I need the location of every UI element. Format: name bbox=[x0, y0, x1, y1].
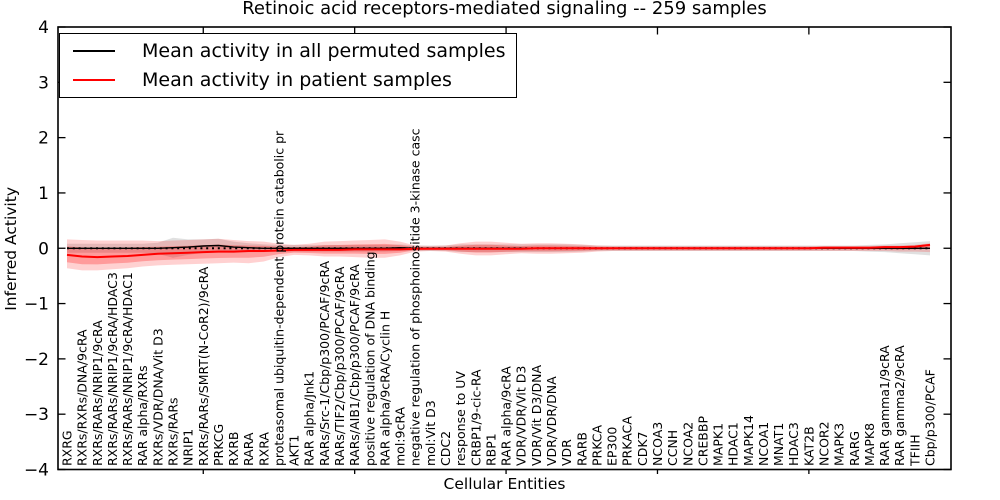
x-tick-label: PRKCG bbox=[211, 424, 226, 466]
x-tick-label: RAR alpha/Jnk1 bbox=[302, 371, 317, 466]
x-tick-label: RXRs/RARs/SMRT(N-CoR2)/9cRA bbox=[196, 266, 211, 466]
x-tick-label: CRBP1/9-cic-RA bbox=[468, 369, 483, 466]
patient-confidence-band-outer bbox=[67, 238, 930, 271]
y-tick-label: −1 bbox=[24, 295, 49, 315]
x-tick-label: HDAC1 bbox=[726, 422, 741, 466]
x-tick-label: RARs/AIB1/Cbp/p300/PCAF/9cRA bbox=[347, 264, 362, 466]
y-tick-label: −3 bbox=[24, 405, 49, 425]
x-tick-label: RXRs/RARs/NRIP1/9cRA/HDAC3 bbox=[105, 272, 120, 466]
y-tick-label: 4 bbox=[38, 18, 49, 38]
x-tick-label: AKT1 bbox=[287, 435, 302, 466]
y-axis-label-wrap: Inferred Activity bbox=[0, 27, 28, 470]
legend-line-sample-red bbox=[73, 78, 115, 81]
x-tick-label: mol:Vit D3 bbox=[423, 400, 438, 466]
x-tick-label: response to UV bbox=[453, 371, 468, 466]
x-tick-label: RXRG bbox=[60, 430, 75, 466]
x-axis-label: Cellular Entities bbox=[443, 475, 566, 493]
x-tick-label: HDAC3 bbox=[786, 422, 801, 466]
x-tick-label: KAT2B bbox=[801, 426, 816, 466]
x-tick-label: RARA bbox=[241, 432, 256, 466]
chart-title: Retinoic acid receptors-mediated signali… bbox=[242, 0, 767, 19]
x-tick-label: NCOA3 bbox=[650, 422, 665, 466]
x-tick-label: NCOA1 bbox=[756, 422, 771, 466]
x-tick-label: TFIIH bbox=[907, 434, 922, 467]
x-tick-label: EP300 bbox=[605, 427, 620, 466]
x-tick-label: RARB bbox=[574, 432, 589, 466]
legend-box: Mean activity in all permuted samples Me… bbox=[59, 33, 517, 98]
x-tick-label: MAPK1 bbox=[711, 423, 726, 466]
y-tick-label: 3 bbox=[38, 73, 49, 93]
x-tick-label: CREBBP bbox=[695, 416, 710, 466]
x-tick-label: RAR alpha/RXRs bbox=[135, 365, 150, 466]
legend-item-label: Mean activity in all permuted samples bbox=[142, 40, 506, 63]
y-tick-label: −4 bbox=[24, 461, 49, 481]
x-tick-label: VDR bbox=[559, 439, 574, 466]
x-tick-label: negative regulation of phosphoinositide … bbox=[408, 128, 423, 466]
x-tick-label: VDR/VDR/Vit D3 bbox=[514, 366, 529, 466]
x-tick-label: RBP1 bbox=[483, 433, 498, 466]
y-tick-label: 0 bbox=[38, 239, 49, 259]
x-tick-label: PRKCA bbox=[589, 425, 604, 466]
y-tick-label: 2 bbox=[38, 129, 49, 149]
x-tick-label: MAPK8 bbox=[862, 423, 877, 466]
legend-item-label: Mean activity in patient samples bbox=[142, 68, 452, 91]
x-tick-label: MAPK3 bbox=[832, 423, 847, 466]
x-tick-label: RAR gamma1/9cRA bbox=[877, 345, 892, 466]
x-tick-label: VDR/Vit D3/DNA bbox=[529, 365, 544, 466]
x-tick-label: NCOA2 bbox=[680, 422, 695, 466]
x-tick-label: RXRs/RARs/NRIP1/9cRA/HDAC1 bbox=[120, 272, 135, 466]
x-tick-label: RXRs/RXRs/DNA/9cRA bbox=[75, 329, 90, 466]
x-tick-label: RARs/TIF2/Cbp/p300/PCAF/9cRA bbox=[332, 266, 347, 466]
x-tick-label: mol:9cRA bbox=[393, 406, 408, 466]
legend-line-sample-black bbox=[73, 50, 115, 53]
x-tick-label: RARG bbox=[847, 431, 862, 466]
x-tick-label: RXRs/VDR/DNA/Vit D3 bbox=[150, 328, 165, 466]
x-tick-label: proteasomal ubiquitin-dependent protein … bbox=[271, 130, 286, 466]
x-tick-label: RXRA bbox=[256, 432, 271, 466]
y-axis-label: Inferred Activity bbox=[2, 186, 20, 311]
legend-item-patient: Mean activity in patient samples bbox=[60, 69, 516, 91]
y-tick-label: −2 bbox=[24, 350, 49, 370]
x-tick-label: RAR alpha/9cRA bbox=[499, 366, 514, 466]
x-tick-label: NRIP1 bbox=[181, 429, 196, 466]
x-tick-label: RXRs/RARs/NRIP1/9cRA bbox=[90, 320, 105, 466]
x-tick-label: RXRB bbox=[226, 431, 241, 466]
x-tick-label: MNAT1 bbox=[771, 423, 786, 466]
x-tick-label: RAR gamma2/9cRA bbox=[892, 345, 907, 466]
x-tick-label: RARs/Src-1/Cbp/p300/PCAF/9cRA bbox=[317, 260, 332, 466]
x-tick-label: PRKACA bbox=[620, 416, 635, 466]
x-tick-label: RXRs/RARs bbox=[165, 397, 180, 466]
x-tick-label: positive regulation of DNA binding bbox=[362, 251, 377, 466]
x-tick-label: RAR alpha/9cRA/Cyclin H bbox=[377, 311, 392, 466]
x-tick-label: Cbp/p300/PCAF bbox=[923, 369, 938, 466]
y-tick-label: 1 bbox=[38, 184, 49, 204]
x-tick-label: CDC2 bbox=[438, 431, 453, 466]
legend-item-permuted: Mean activity in all permuted samples bbox=[60, 40, 516, 62]
x-tick-label: CDK7 bbox=[635, 431, 650, 466]
x-tick-label: NCOR2 bbox=[817, 421, 832, 466]
x-tick-label: VDR/VDR/DNA bbox=[544, 376, 559, 466]
x-tick-label: MAPK14 bbox=[741, 415, 756, 466]
patient-mean-line bbox=[66, 243, 931, 259]
x-tick-label: CCNH bbox=[665, 430, 680, 466]
